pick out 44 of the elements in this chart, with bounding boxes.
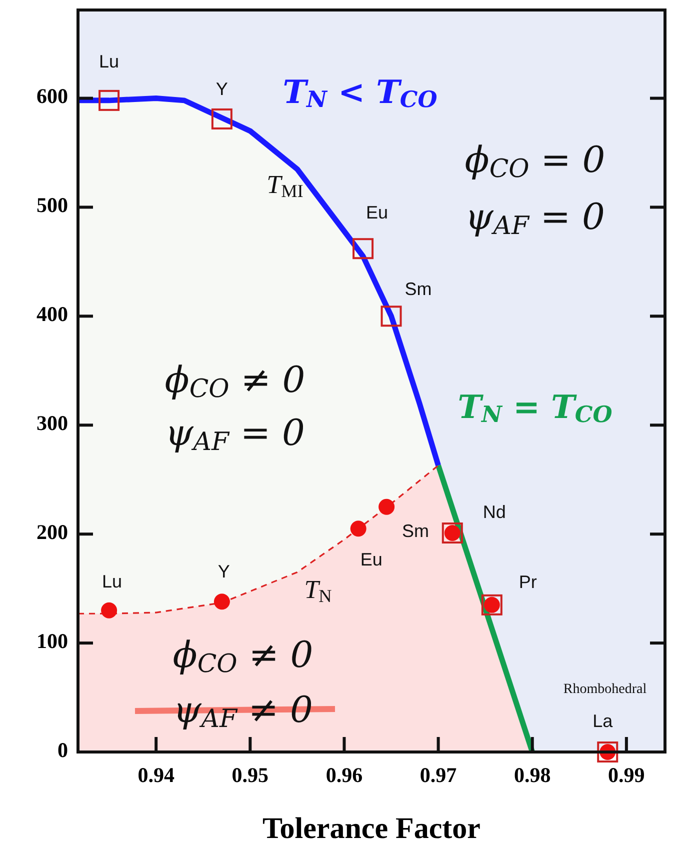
point	[378, 498, 395, 515]
annotation: Rhombohedral	[563, 682, 647, 698]
annotation: Y	[218, 561, 230, 582]
annotation: Lu	[99, 51, 120, 72]
annotation: Nd	[482, 502, 506, 522]
annotation: ϕ$_{CO}$ = 0	[464, 140, 606, 184]
x-tick-label: 0.95	[232, 763, 269, 787]
point	[101, 602, 118, 618]
y-tick-label: 600	[36, 84, 68, 108]
point	[352, 238, 374, 260]
annotation: ϕ$_{CO}$ ≠ 0	[172, 635, 314, 678]
x-tick-label: 0.97	[420, 763, 457, 787]
point	[214, 594, 230, 610]
point	[211, 108, 232, 130]
annotation: T$_{N}$	[304, 574, 332, 606]
annotation: La	[592, 710, 614, 731]
y-tick-label: 100	[36, 628, 68, 653]
annotation: ψ$_{AF}$ = 0	[165, 413, 305, 456]
x-axis-title: Tolerance Factor	[262, 812, 480, 845]
annotation: T$_{N}$ < T$_{CO}$	[282, 73, 438, 114]
x-tick-label: 0.99	[608, 763, 645, 787]
annotation: Sm	[402, 520, 430, 541]
annotation: Pr	[518, 572, 537, 592]
annotation: Y	[216, 78, 228, 99]
annotation: T$_{N}$ = T$_{CO}$	[458, 388, 613, 428]
y-tick-label: 400	[36, 302, 68, 326]
x-tick-label: 0.96	[326, 763, 363, 787]
annotation: Sm	[404, 278, 432, 299]
y-tick-label: 500	[36, 193, 68, 218]
point	[98, 90, 120, 111]
annotation: T$_{MI}$	[266, 170, 304, 201]
annotation: ϕ$_{CO}$ ≠ 0	[164, 360, 306, 404]
annotation: Eu	[360, 549, 382, 570]
annotation: Lu	[102, 571, 122, 592]
x-tick-label: 0.94	[138, 763, 175, 787]
y-tick-label: 300	[36, 410, 68, 435]
annotation: ψ$_{AF}$ = 0	[465, 197, 605, 240]
x-tick-label: 0.98	[514, 763, 551, 787]
y-tick-label: 200	[36, 520, 68, 544]
point	[350, 520, 366, 537]
y-tick-label: 0	[58, 738, 68, 762]
point	[380, 306, 402, 327]
annotation: ψ$_{AF}$ ≠ 0	[173, 690, 313, 734]
annotation: Eu	[366, 202, 388, 222]
